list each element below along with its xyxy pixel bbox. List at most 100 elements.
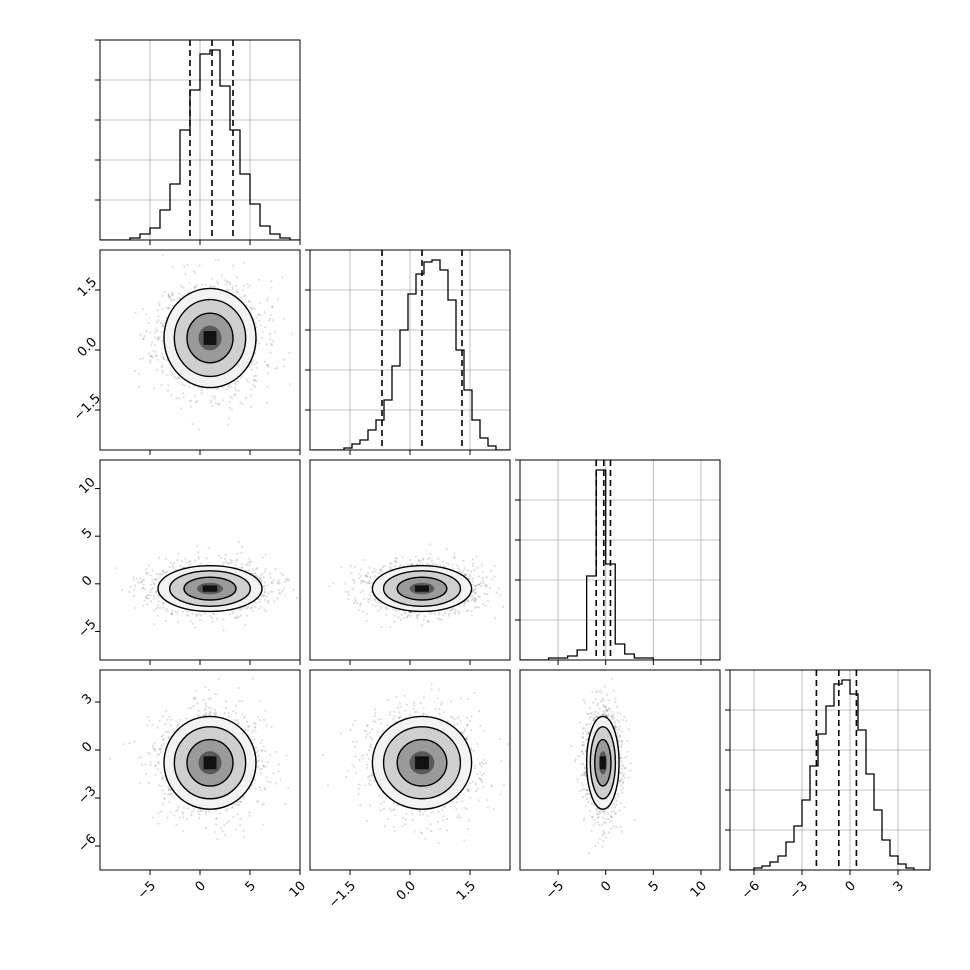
sample-point bbox=[171, 291, 174, 294]
sample-point bbox=[158, 304, 161, 307]
sample-point bbox=[253, 379, 256, 382]
sample-point bbox=[252, 359, 255, 362]
sample-point bbox=[366, 575, 369, 578]
sample-point bbox=[236, 566, 239, 569]
sample-point bbox=[389, 567, 392, 570]
sample-point bbox=[143, 588, 147, 591]
sample-point bbox=[347, 593, 350, 596]
sample-point bbox=[279, 778, 282, 781]
sample-point bbox=[467, 609, 470, 612]
sample-point bbox=[283, 587, 286, 590]
sample-point bbox=[264, 765, 267, 769]
histogram-step-0 bbox=[100, 49, 300, 240]
sample-point bbox=[344, 582, 347, 585]
sample-point bbox=[145, 772, 148, 775]
sample-point bbox=[269, 338, 272, 341]
sample-point bbox=[191, 612, 194, 616]
sample-point bbox=[239, 296, 242, 299]
sample-point bbox=[255, 751, 258, 754]
sample-point bbox=[228, 819, 231, 823]
sample-point bbox=[365, 574, 368, 577]
sample-point bbox=[145, 594, 149, 597]
sample-point bbox=[448, 614, 451, 617]
sample-point bbox=[403, 611, 406, 614]
sample-point bbox=[409, 611, 412, 614]
sample-point bbox=[473, 606, 476, 609]
sample-point bbox=[281, 589, 284, 592]
sample-point bbox=[149, 354, 152, 357]
sample-point bbox=[159, 772, 163, 775]
sample-point bbox=[377, 609, 380, 612]
sample-point bbox=[245, 564, 248, 567]
sample-point bbox=[243, 836, 246, 839]
sample-point bbox=[236, 276, 239, 279]
sample-point bbox=[191, 622, 194, 625]
sample-point bbox=[261, 595, 264, 598]
sample-point bbox=[484, 604, 487, 607]
sample-point bbox=[268, 319, 271, 322]
sample-point bbox=[470, 570, 473, 573]
sample-point bbox=[155, 578, 158, 581]
sample-point bbox=[363, 597, 366, 601]
sample-point bbox=[248, 299, 251, 303]
sample-point bbox=[221, 274, 224, 277]
sample-point bbox=[242, 606, 245, 609]
sample-point bbox=[394, 557, 398, 560]
sample-point bbox=[248, 557, 251, 560]
sample-point bbox=[352, 578, 355, 581]
sample-point bbox=[252, 384, 255, 387]
sample-point bbox=[242, 829, 245, 833]
sample-point bbox=[229, 281, 232, 284]
sample-point bbox=[399, 618, 402, 622]
sample-point bbox=[467, 600, 470, 603]
sample-point bbox=[389, 562, 392, 565]
sample-point bbox=[266, 372, 270, 375]
sample-point bbox=[381, 566, 384, 569]
sample-point bbox=[164, 619, 167, 623]
sample-point bbox=[198, 264, 201, 267]
sample-point bbox=[274, 750, 277, 754]
sample-point bbox=[162, 355, 165, 359]
sample-point bbox=[147, 321, 150, 325]
sample-point bbox=[473, 599, 476, 602]
sample-point bbox=[161, 352, 164, 355]
sample-point bbox=[243, 284, 246, 287]
sample-point bbox=[398, 565, 401, 568]
sample-point bbox=[170, 613, 173, 616]
sample-point bbox=[161, 322, 164, 326]
sample-point bbox=[261, 760, 264, 763]
sample-point bbox=[166, 718, 169, 721]
sample-point bbox=[224, 560, 227, 563]
sample-point bbox=[204, 702, 207, 705]
sample-point bbox=[209, 711, 212, 714]
sample-point bbox=[229, 395, 232, 398]
sample-point bbox=[132, 576, 135, 579]
sample-point bbox=[161, 324, 164, 328]
sample-point bbox=[451, 563, 454, 567]
density-peak bbox=[202, 585, 218, 592]
sample-point bbox=[266, 363, 269, 366]
sample-point bbox=[331, 382, 333, 384]
sample-point bbox=[246, 729, 249, 732]
sample-point bbox=[181, 383, 184, 386]
sample-point bbox=[169, 793, 172, 796]
sample-point bbox=[198, 613, 201, 616]
sample-point bbox=[246, 562, 249, 565]
sample-point bbox=[151, 816, 154, 819]
sample-point bbox=[417, 559, 420, 562]
sample-point bbox=[235, 615, 238, 618]
sample-point bbox=[237, 540, 241, 543]
sample-point bbox=[210, 616, 214, 619]
sample-point bbox=[173, 376, 176, 379]
sample-point bbox=[215, 817, 218, 821]
sample-point bbox=[484, 585, 487, 588]
sample-point bbox=[139, 333, 142, 336]
sample-point bbox=[486, 599, 489, 602]
sample-point bbox=[417, 559, 420, 562]
sample-point bbox=[146, 724, 149, 727]
sample-point bbox=[473, 596, 476, 600]
sample-point bbox=[253, 722, 256, 725]
sample-point bbox=[187, 564, 190, 568]
sample-point bbox=[216, 280, 219, 283]
sample-point bbox=[231, 610, 234, 613]
